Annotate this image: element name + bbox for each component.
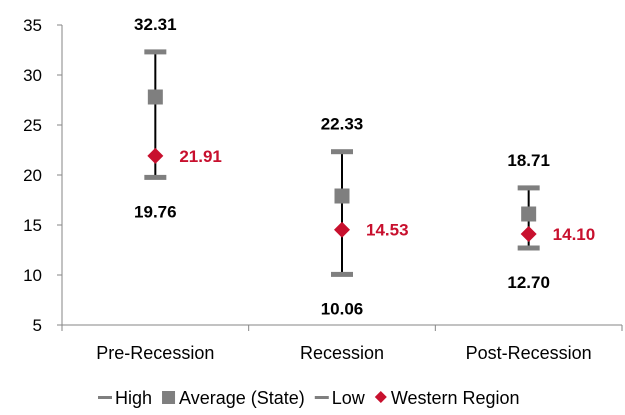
data-labels: 32.31 19.76 21.91 22.33 10.06 14.53 18.71 12.70…	[134, 15, 596, 318]
high-marker	[331, 149, 353, 155]
legend-dash-icon	[98, 396, 112, 399]
x-tick-label: Post-Recession	[466, 343, 592, 363]
high-marker	[144, 49, 167, 55]
x-tick-label: Pre-Recession	[96, 343, 214, 363]
y-tick-label: 10	[23, 266, 42, 285]
low-marker	[517, 245, 540, 251]
chart-marks	[144, 49, 540, 277]
low-marker	[144, 174, 167, 180]
legend-label: Low	[332, 388, 366, 408]
low-marker	[331, 271, 353, 277]
y-tick-label: 30	[23, 66, 42, 85]
y-tick-label: 15	[23, 216, 42, 235]
western-region-marker	[334, 221, 350, 238]
high-data-label: 32.31	[134, 15, 177, 34]
x-tick-label: Recession	[300, 343, 384, 363]
legend-label: High	[115, 388, 152, 408]
western-region-data-label: 14.10	[553, 225, 596, 244]
y-tick-label: 20	[23, 166, 42, 185]
western-region-marker	[147, 147, 164, 164]
low-data-label: 10.06	[321, 299, 364, 318]
western-region-marker	[520, 226, 537, 242]
y-tick-label: 25	[23, 116, 42, 135]
legend-item-low: Low	[314, 388, 366, 408]
low-data-label: 19.76	[134, 202, 177, 221]
y-tick-label: 5	[33, 316, 42, 335]
legend-item-high: High	[98, 388, 152, 408]
legend: High Average (State) Low Western Region	[98, 388, 520, 408]
legend-label: Western Region	[391, 388, 520, 408]
western-region-data-label: 21.91	[179, 147, 222, 166]
legend-dash-icon	[314, 396, 329, 399]
legend-diamond-icon	[374, 391, 387, 403]
high-data-label: 18.71	[507, 151, 550, 170]
legend-item-western-region: Western Region	[374, 388, 520, 408]
legend-square-icon	[162, 391, 176, 404]
low-data-label: 12.70	[507, 273, 550, 292]
western-region-data-label: 14.53	[366, 221, 409, 240]
average-marker	[147, 89, 163, 105]
high-marker	[517, 185, 540, 191]
axes: 5 10 15 20 25 30 35 Pre-Recession Recession Post-…	[23, 16, 623, 363]
legend-label: Average (State)	[179, 388, 305, 408]
average-marker	[521, 206, 537, 222]
average-marker	[334, 188, 350, 204]
high-data-label: 22.33	[321, 115, 364, 134]
legend-item-average-state: Average (State)	[162, 388, 305, 408]
y-tick-label: 35	[23, 16, 42, 35]
